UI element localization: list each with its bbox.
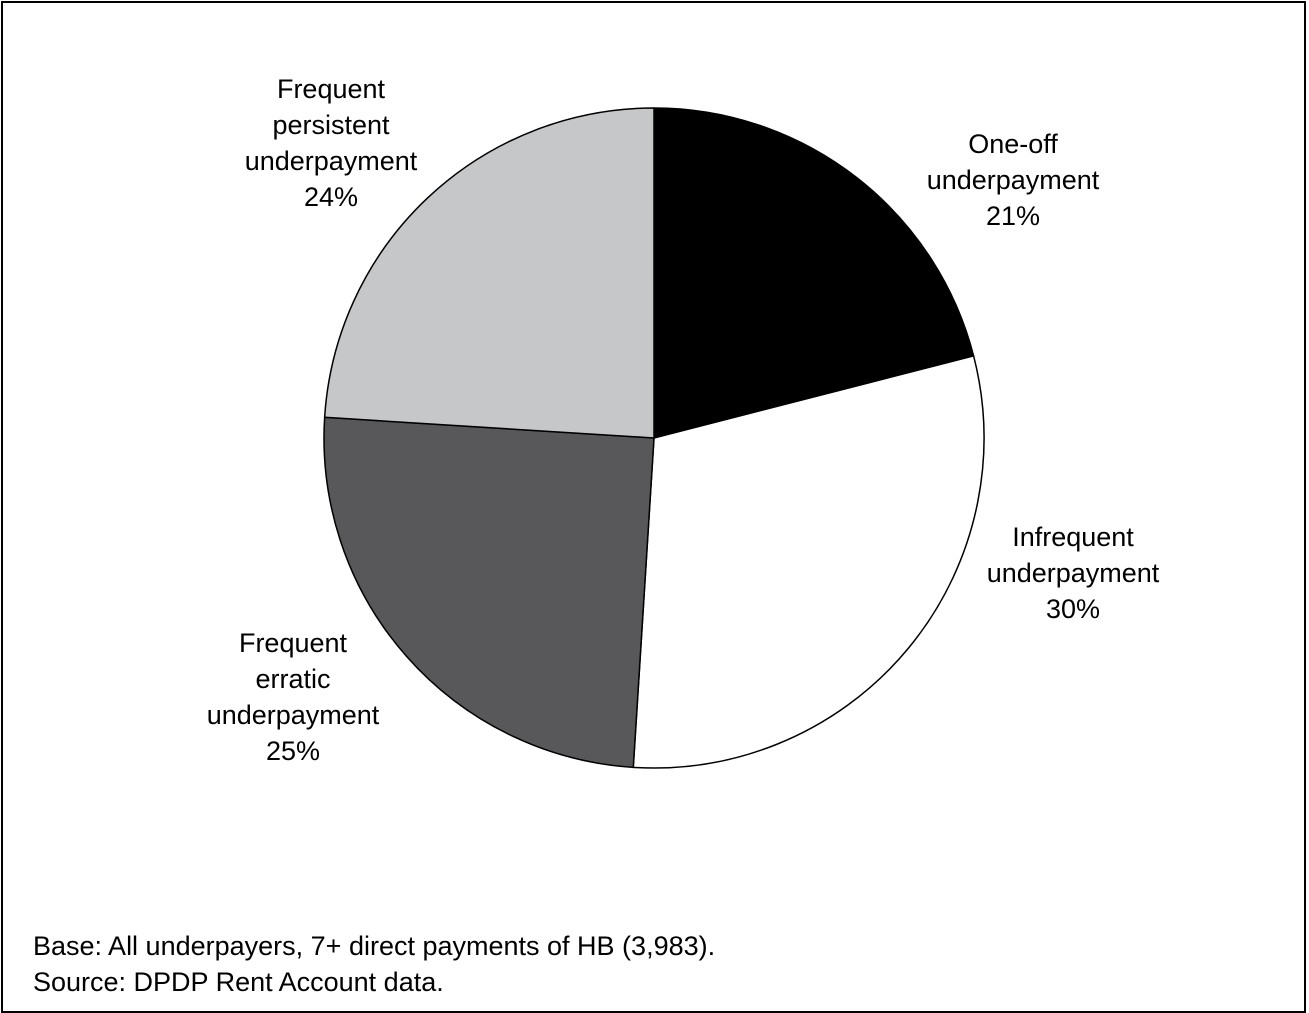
pie-slice-4 — [323, 107, 655, 439]
slice-label-3: Frequent erratic underpayment 25% — [207, 628, 380, 766]
chart-notes: Base: All underpayers, 7+ direct payment… — [33, 928, 715, 1000]
slice-name-line: underpayment — [245, 146, 418, 176]
slice-label-1: One-off underpayment 21% — [927, 129, 1100, 231]
slice-label-2: Infrequent underpayment 30% — [987, 522, 1160, 624]
slice-label-4: Frequent persistent underpayment 24% — [245, 74, 418, 212]
pie-labels: One-off underpayment 21% Infrequent underpay… — [207, 74, 1160, 766]
slice-name-line: erratic — [255, 664, 330, 694]
slice-name-line: underpayment — [987, 558, 1160, 588]
slice-name-line: One-off — [968, 129, 1058, 159]
slice-name-line: Infrequent — [1012, 522, 1134, 552]
pie-slice-3 — [323, 416, 655, 769]
pie-slices — [323, 107, 985, 769]
slice-value-label: 21% — [986, 201, 1040, 231]
base-note: Base: All underpayers, 7+ direct payment… — [33, 931, 716, 961]
pie-slice-1 — [653, 107, 975, 439]
source-note: Source: DPDP Rent Account data. — [33, 967, 444, 997]
slice-name-line: underpayment — [207, 700, 380, 730]
slice-value-label: 30% — [1046, 594, 1100, 624]
slice-name-line: Frequent — [239, 628, 348, 658]
pie-slice-2 — [632, 355, 985, 769]
slice-name-line: Frequent — [277, 74, 386, 104]
slice-name-line: underpayment — [927, 165, 1100, 195]
slice-value-label: 24% — [304, 182, 358, 212]
slice-value-label: 25% — [266, 736, 320, 766]
slice-name-line: persistent — [272, 110, 390, 140]
